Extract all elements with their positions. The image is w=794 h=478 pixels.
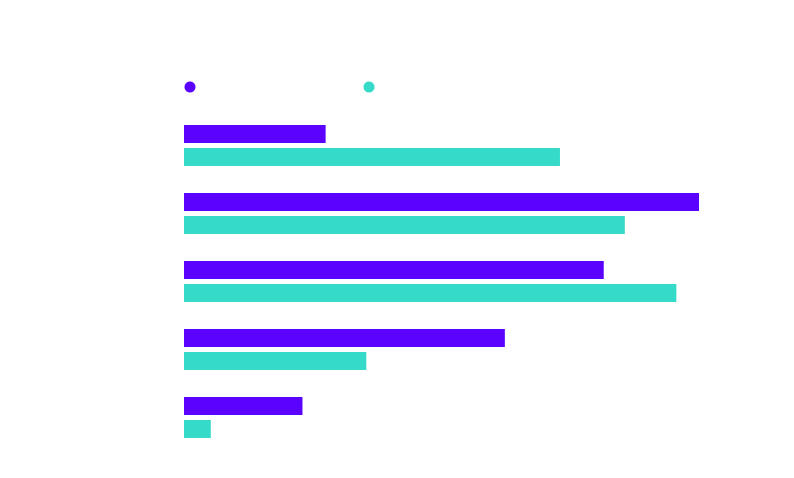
bars-group <box>184 125 699 438</box>
bar-group-1 <box>184 125 560 166</box>
bar-series-b-3[interactable] <box>184 284 677 302</box>
bar-series-a-2[interactable] <box>184 193 699 211</box>
bar-series-b-1[interactable] <box>184 148 560 166</box>
bar-group-2 <box>184 193 699 234</box>
bar-series-b-4[interactable] <box>184 352 367 370</box>
bar-group-3 <box>184 261 677 302</box>
bar-series-b-2[interactable] <box>184 216 625 234</box>
bar-series-a-3[interactable] <box>184 261 604 279</box>
legend-item-series-a[interactable] <box>184 81 196 93</box>
bar-series-a-5[interactable] <box>184 397 303 415</box>
legend-item-series-b[interactable] <box>363 81 375 93</box>
bar-series-a-1[interactable] <box>184 125 326 143</box>
legend <box>184 81 375 93</box>
bar-group-4 <box>184 329 505 370</box>
bar-series-a-4[interactable] <box>184 329 505 347</box>
legend-marker-series-a <box>184 81 196 93</box>
legend-marker-series-b <box>363 81 375 93</box>
bar-group-5 <box>184 397 303 438</box>
bar-series-b-5[interactable] <box>184 420 211 438</box>
